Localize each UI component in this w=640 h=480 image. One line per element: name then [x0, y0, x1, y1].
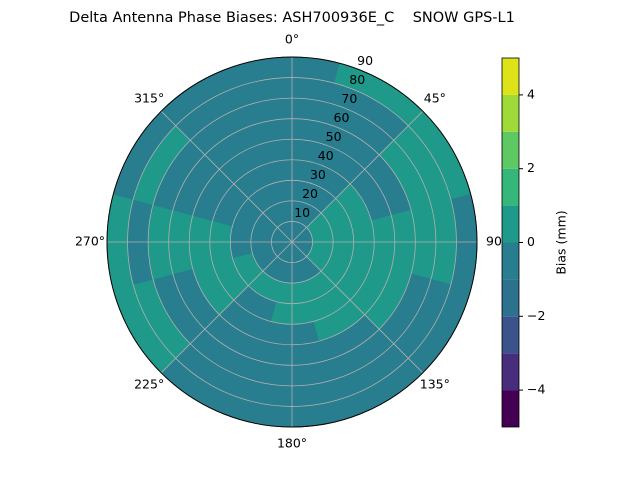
angular-tick-label: 180° [277, 436, 307, 451]
colorbar-band [502, 316, 519, 354]
angular-grid-line [160, 110, 293, 243]
colorbar-band [502, 58, 519, 95]
colorbar-band [502, 279, 519, 317]
colorbar-label: Bias (mm) [554, 210, 569, 274]
colorbar-tick-label: −4 [527, 382, 545, 397]
colorbar-band [502, 168, 519, 206]
colorbar-band [502, 94, 519, 132]
radial-tick-label: 50 [326, 129, 342, 144]
colorbar-tick-label: 4 [527, 86, 535, 101]
radial-tick-label: 30 [310, 167, 326, 182]
radial-tick-label: 90 [357, 53, 373, 68]
angular-tick-label: 45° [424, 91, 446, 106]
colorbar-tick-label: 0 [527, 234, 535, 249]
colorbar-tick-label: 2 [527, 160, 535, 175]
colorbar-band [502, 205, 519, 243]
angular-tick-label: 270° [75, 234, 105, 249]
radial-tick-label: 40 [318, 148, 334, 163]
angular-tick-label: 0° [285, 32, 299, 47]
angular-tick-label: 90 [486, 234, 502, 249]
angular-tick-label: 225° [134, 376, 164, 391]
colorbar-band [502, 242, 519, 280]
angular-grid-line [291, 241, 424, 374]
colorbar-band [502, 390, 519, 427]
radial-tick-label: 20 [302, 186, 318, 201]
colorbar-tick-label: −2 [527, 308, 545, 323]
radial-tick-label: 10 [294, 205, 310, 220]
polar-frame [106, 56, 478, 428]
colorbar-band [502, 353, 519, 391]
angular-tick-label: 315° [134, 91, 164, 106]
angular-grid-line [160, 241, 293, 374]
radial-tick-label: 80 [349, 72, 365, 87]
radial-tick-label: 70 [341, 91, 357, 106]
angular-tick-label: 135° [420, 376, 450, 391]
radial-tick-label: 60 [334, 110, 350, 125]
colorbar-band [502, 131, 519, 169]
chart-title: Delta Antenna Phase Biases: ASH700936E_C… [69, 10, 515, 26]
angular-grid-line [291, 110, 424, 243]
